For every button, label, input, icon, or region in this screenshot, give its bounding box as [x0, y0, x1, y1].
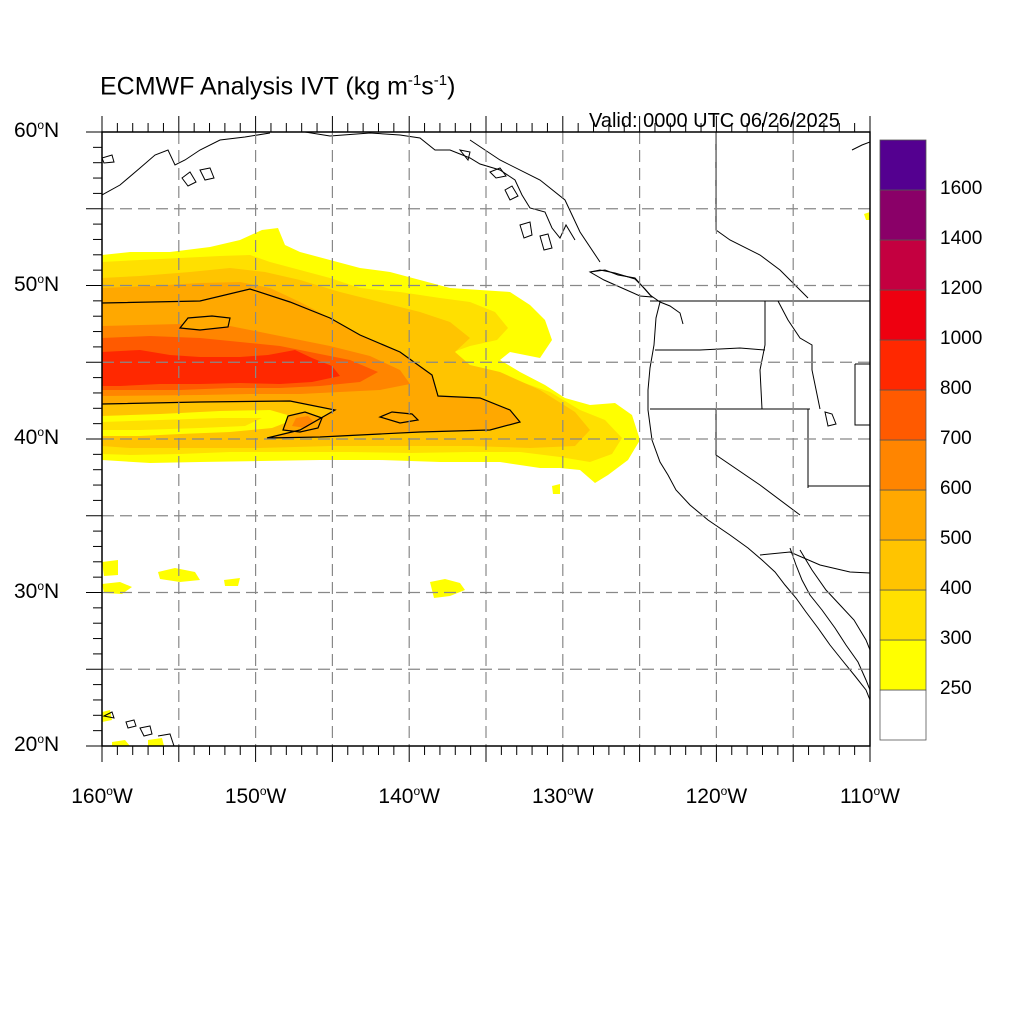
- lat-label: 50oN: [14, 271, 60, 296]
- lon-label: 150oW: [224, 784, 287, 808]
- colorbar-label: 700: [940, 428, 972, 449]
- ivt-fill-region: [102, 310, 160, 322]
- colorbar-label: 1000: [940, 328, 983, 349]
- colorbar-box: [879, 539, 927, 591]
- alaska-panhandle-border: [469, 139, 601, 263]
- colorbar-label: 1200: [940, 278, 983, 299]
- colorbar-label: 250: [940, 678, 972, 699]
- valid-time: Valid: 0000 UTC 06/26/2025: [589, 110, 840, 132]
- colorbar-label: 600: [940, 478, 972, 499]
- map-title: ECMWF Analysis IVT (kg m-1s-1): [100, 72, 456, 101]
- washington-oregon-border: [655, 347, 766, 351]
- ivt-fill-region: [102, 418, 262, 430]
- colorbar-label: 1600: [940, 178, 983, 199]
- lat-label: 20oN: [14, 732, 60, 756]
- lon-label: 130oW: [532, 784, 594, 808]
- lon-label: 140oW: [378, 784, 440, 808]
- axis-ticks: [86, 116, 871, 762]
- lat-lon-grid: [102, 132, 870, 746]
- mexico-border: [759, 551, 870, 574]
- ivt-fill-region: [180, 316, 418, 432]
- alaska-islands: [102, 149, 553, 251]
- colorbar-box: [879, 139, 927, 191]
- colorbar-box: [879, 439, 927, 491]
- nunavut-coast: [851, 141, 870, 151]
- alaska-coast: [102, 132, 576, 241]
- idaho-montana-border: [777, 300, 821, 410]
- colorbar-label: 400: [940, 578, 972, 599]
- ivt-fill-region: [102, 350, 340, 386]
- coastlines: [102, 132, 870, 746]
- colorado-border: [854, 363, 870, 426]
- colorbar-box: [879, 689, 927, 741]
- colorbar-box: [879, 289, 927, 341]
- ivt-contour: [102, 288, 522, 439]
- lon-label: 110oW: [840, 784, 900, 808]
- lon-label: 120oW: [685, 784, 748, 808]
- colorbar-label: 1400: [940, 228, 983, 249]
- gulf-of-california: [799, 549, 870, 651]
- colorbar: [879, 139, 927, 741]
- colorbar-label: 300: [940, 628, 972, 649]
- colorbar-box: [879, 589, 927, 641]
- colorbar-box: [879, 339, 927, 391]
- nevada-california-border: [715, 409, 801, 516]
- bc-coast: [589, 269, 684, 325]
- colorbar-box: [879, 239, 927, 291]
- colorbar-box: [879, 639, 927, 691]
- colorbar-box: [879, 189, 927, 241]
- vancouver-island: [588, 269, 654, 298]
- lon-label: 160oW: [71, 784, 133, 808]
- us-west-coast: [647, 301, 870, 701]
- colorbar-box: [879, 389, 927, 441]
- colorbar-label: 500: [940, 528, 972, 549]
- colorbar-label: 800: [940, 378, 972, 399]
- baja-peninsula: [789, 547, 870, 691]
- idaho-border: [759, 301, 766, 410]
- lat-label: 60oN: [14, 118, 60, 142]
- lat-label: 30oN: [14, 578, 60, 603]
- hawaii-islands: [102, 711, 175, 746]
- colorbar-box: [879, 489, 927, 541]
- canada-border-north: [715, 132, 809, 299]
- lake-shape: [824, 411, 837, 427]
- lat-label: 40oN: [14, 425, 60, 449]
